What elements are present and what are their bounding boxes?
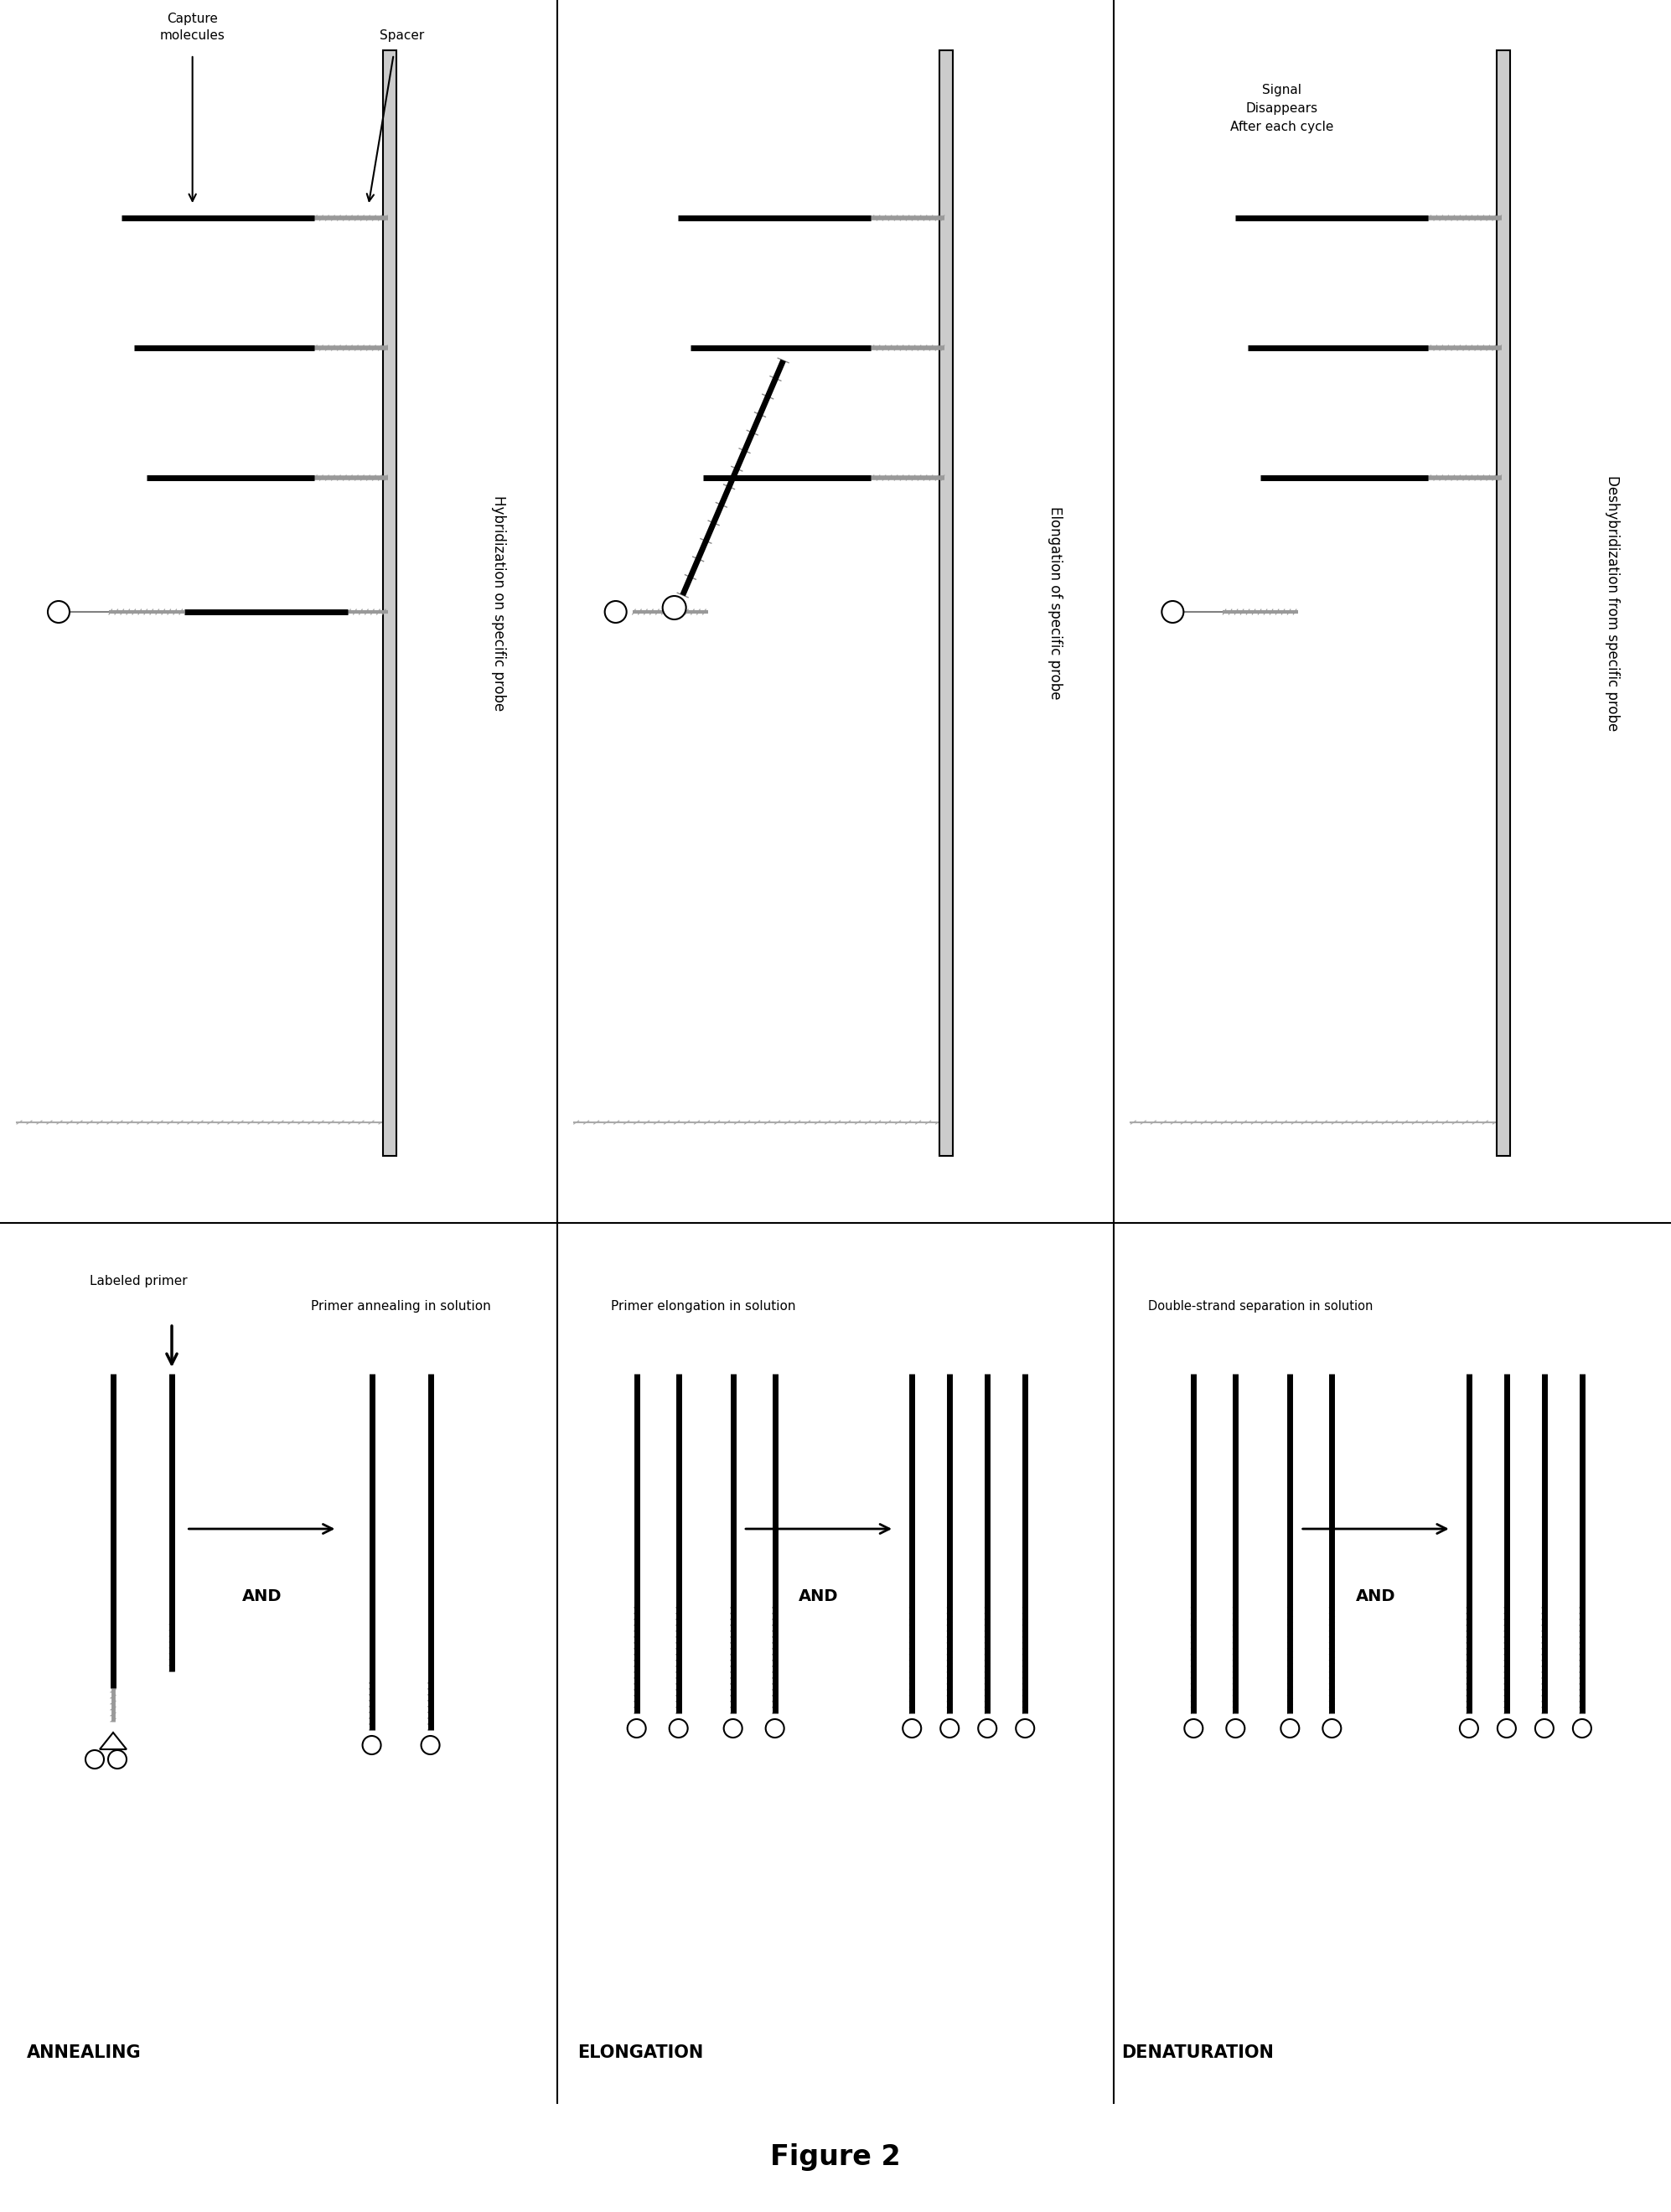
- Circle shape: [421, 1736, 439, 1754]
- Polygon shape: [100, 1732, 127, 1750]
- Circle shape: [663, 595, 687, 619]
- Circle shape: [724, 1719, 742, 1739]
- Circle shape: [765, 1719, 784, 1739]
- Text: Signal
Disappears
After each cycle: Signal Disappears After each cycle: [1230, 84, 1333, 133]
- Text: AND: AND: [799, 1588, 839, 1604]
- Text: Primer annealing in solution: Primer annealing in solution: [311, 1301, 491, 1314]
- Circle shape: [363, 1736, 381, 1754]
- Text: Figure 2: Figure 2: [770, 2143, 901, 2172]
- Text: Primer elongation in solution: Primer elongation in solution: [612, 1301, 795, 1314]
- Text: Elongation of specific probe: Elongation of specific probe: [1048, 507, 1063, 699]
- Circle shape: [978, 1719, 996, 1739]
- Circle shape: [1227, 1719, 1245, 1739]
- Bar: [383, 51, 396, 1157]
- Text: ANNEALING: ANNEALING: [27, 2044, 140, 2062]
- Text: AND: AND: [1355, 1588, 1395, 1604]
- Circle shape: [85, 1750, 104, 1770]
- Circle shape: [1572, 1719, 1591, 1739]
- Circle shape: [1280, 1719, 1298, 1739]
- Bar: [939, 51, 952, 1157]
- Circle shape: [1185, 1719, 1203, 1739]
- Circle shape: [109, 1750, 127, 1770]
- Circle shape: [1536, 1719, 1554, 1739]
- Circle shape: [48, 602, 70, 624]
- Text: Capture
molecules: Capture molecules: [160, 13, 226, 42]
- Circle shape: [627, 1719, 645, 1739]
- Circle shape: [605, 602, 627, 624]
- Circle shape: [1016, 1719, 1034, 1739]
- Circle shape: [1497, 1719, 1516, 1739]
- Text: Labeled primer: Labeled primer: [90, 1276, 187, 1287]
- Text: Deshybridization from specific probe: Deshybridization from specific probe: [1604, 476, 1619, 730]
- Circle shape: [1323, 1719, 1342, 1739]
- Text: ELONGATION: ELONGATION: [578, 2044, 703, 2062]
- Text: Spacer: Spacer: [379, 29, 424, 42]
- Circle shape: [941, 1719, 959, 1739]
- Text: Hybridization on specific probe: Hybridization on specific probe: [491, 495, 506, 710]
- Circle shape: [1460, 1719, 1479, 1739]
- Text: AND: AND: [242, 1588, 282, 1604]
- Text: DENATURATION: DENATURATION: [1121, 2044, 1273, 2062]
- Circle shape: [670, 1719, 688, 1739]
- Text: Double-strand separation in solution: Double-strand separation in solution: [1148, 1301, 1374, 1314]
- Circle shape: [902, 1719, 921, 1739]
- Bar: [1497, 51, 1511, 1157]
- Circle shape: [1161, 602, 1183, 624]
